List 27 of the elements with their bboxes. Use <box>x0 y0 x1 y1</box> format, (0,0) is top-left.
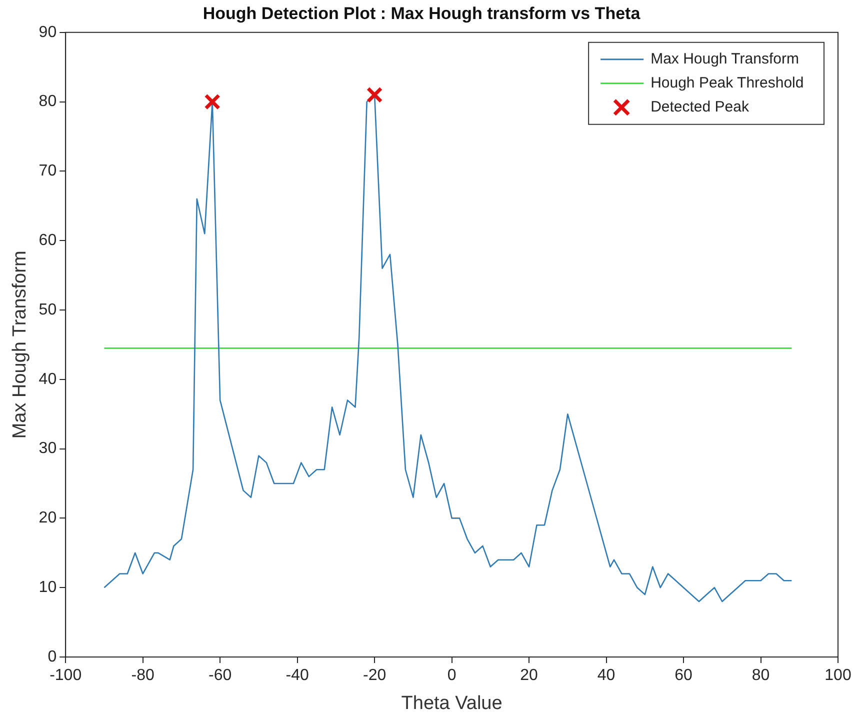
y-tick-label: 90 <box>38 24 57 41</box>
y-tick-label: 60 <box>38 232 57 250</box>
x-axis-title: Theta Value <box>401 692 502 714</box>
x-tick-label: 0 <box>447 667 456 684</box>
x-tick-label: -20 <box>362 667 386 684</box>
legend-label: Detected Peak <box>650 98 750 116</box>
x-tick-label: -40 <box>286 667 309 684</box>
y-tick-label: 80 <box>38 93 57 110</box>
x-tick-label: 100 <box>824 667 852 684</box>
chart-title: Hough Detection Plot : Max Hough transform vs Theta <box>202 4 641 23</box>
x-tick-label: -80 <box>131 667 154 684</box>
x-tick-label: 60 <box>674 667 693 684</box>
y-tick-label: 10 <box>38 579 57 596</box>
y-axis-title: Max Hough Transform <box>10 250 31 439</box>
y-tick-label: 20 <box>38 510 57 527</box>
legend-label: Max Hough Transform <box>650 50 799 68</box>
x-tick-label: 80 <box>752 667 770 684</box>
x-tick-label: 40 <box>597 667 616 684</box>
y-tick-label: 30 <box>38 440 57 458</box>
x-tick-label: 20 <box>520 667 538 684</box>
y-tick-label: 70 <box>38 162 57 180</box>
x-tick-label: -60 <box>208 667 232 684</box>
x-tick-label: -100 <box>50 667 82 684</box>
y-tick-label: 0 <box>48 648 57 666</box>
y-tick-label: 40 <box>38 370 57 388</box>
legend-label: Hough Peak Threshold <box>650 74 804 92</box>
y-tick-label: 50 <box>38 301 57 318</box>
